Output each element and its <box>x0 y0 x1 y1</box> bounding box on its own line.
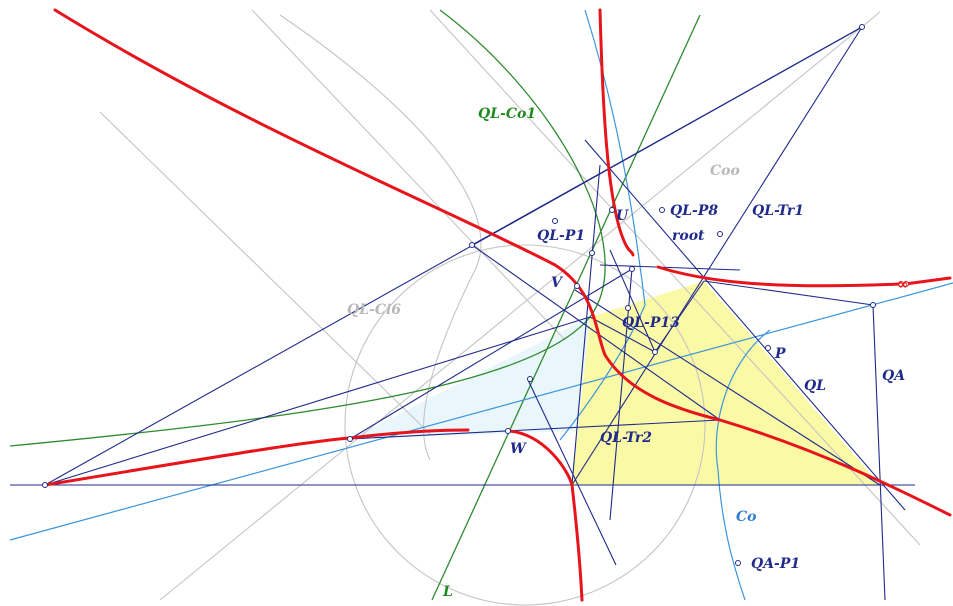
point-mid-1 <box>589 250 595 256</box>
label-p: P <box>774 346 786 362</box>
point-ql-p13 <box>625 305 631 311</box>
label-ql-tr2: QL-Tr2 <box>600 430 652 446</box>
navy-line-18 <box>589 316 656 353</box>
label-ql-p8: QL-P8 <box>670 203 718 219</box>
navy-line-16 <box>654 280 705 353</box>
label-ql: QL <box>804 378 826 394</box>
grey-line-c <box>159 11 881 601</box>
label-w: W <box>510 441 527 457</box>
yellow-quadrilateral <box>572 281 880 485</box>
point-p <box>765 345 771 351</box>
point-w <box>505 428 511 434</box>
red-branch-right <box>656 265 902 288</box>
point-pivot <box>652 349 658 355</box>
co-curve-upper <box>559 9 646 441</box>
navy-line-12 <box>527 379 617 566</box>
red-curves <box>43 8 952 602</box>
label-l: L <box>442 584 453 600</box>
qa-line <box>872 304 886 601</box>
grey-lines <box>99 9 921 606</box>
point-qa <box>870 302 876 308</box>
ql-tr1-line <box>571 26 863 486</box>
point-infinity-b <box>903 281 909 287</box>
navy-lines <box>10 26 915 601</box>
point-left-upper <box>469 242 475 248</box>
label-u: U <box>616 208 629 224</box>
green-curves <box>9 9 701 601</box>
navy-line-14 <box>703 280 874 306</box>
navy-line-5 <box>471 26 863 246</box>
point-top-right <box>859 24 865 30</box>
label-ql-co1: QL-Co1 <box>478 106 536 122</box>
point-left-node <box>347 436 353 442</box>
point-root <box>717 231 723 237</box>
point-v <box>574 283 580 289</box>
label-ql-tr1: QL-Tr1 <box>752 203 804 219</box>
navy-line-2 <box>44 316 591 486</box>
point-markers <box>42 24 909 566</box>
point-u <box>609 207 615 213</box>
label-qa-p1: QA-P1 <box>751 556 800 572</box>
point-ql-p8 <box>659 207 665 213</box>
point-ql-p1 <box>552 218 558 224</box>
red-branch-lower <box>508 429 584 602</box>
red-tail-right <box>903 276 952 286</box>
navy-line-17 <box>609 249 656 353</box>
navy-line-6 <box>471 244 721 421</box>
labels: QL-Co1 Coo QL-P8 QL-Tr1 U root QL-P1 V Q… <box>347 106 909 600</box>
navy-line-13 <box>599 264 741 271</box>
point-left-mid <box>527 376 533 382</box>
label-coo: Coo <box>710 163 740 179</box>
label-infinity: ∞ <box>897 277 909 293</box>
grey-line-b <box>99 111 431 435</box>
label-ql-ci6: QL-Ci6 <box>347 302 401 318</box>
navy-line-8 <box>584 139 906 511</box>
blue-line-long <box>9 282 953 541</box>
navy-line-3 <box>349 419 721 440</box>
label-co: Co <box>736 509 756 525</box>
blue-curves <box>9 9 953 601</box>
point-far-left <box>42 482 48 488</box>
label-ql-p1: QL-P1 <box>537 228 585 244</box>
label-root: root <box>672 228 705 244</box>
coo-curve <box>279 14 482 461</box>
label-ql-p13: QL-P13 <box>622 315 680 331</box>
label-qa: QA <box>882 368 905 384</box>
navy-line-11 <box>574 289 881 486</box>
co-curve-lower <box>715 329 771 601</box>
grey-line-d <box>429 9 921 546</box>
ql-co1-curve <box>9 9 606 447</box>
grey-line-a <box>251 9 566 341</box>
red-branch-long <box>53 8 952 517</box>
red-branch-upper <box>598 8 635 257</box>
ql-ci6-circle <box>344 244 706 606</box>
navy-line-9 <box>571 164 601 486</box>
line-l <box>431 14 701 601</box>
point-qa-p1 <box>735 560 741 566</box>
label-v: V <box>551 275 564 291</box>
red-branch-left <box>43 428 470 487</box>
point-mid-2 <box>629 266 635 272</box>
